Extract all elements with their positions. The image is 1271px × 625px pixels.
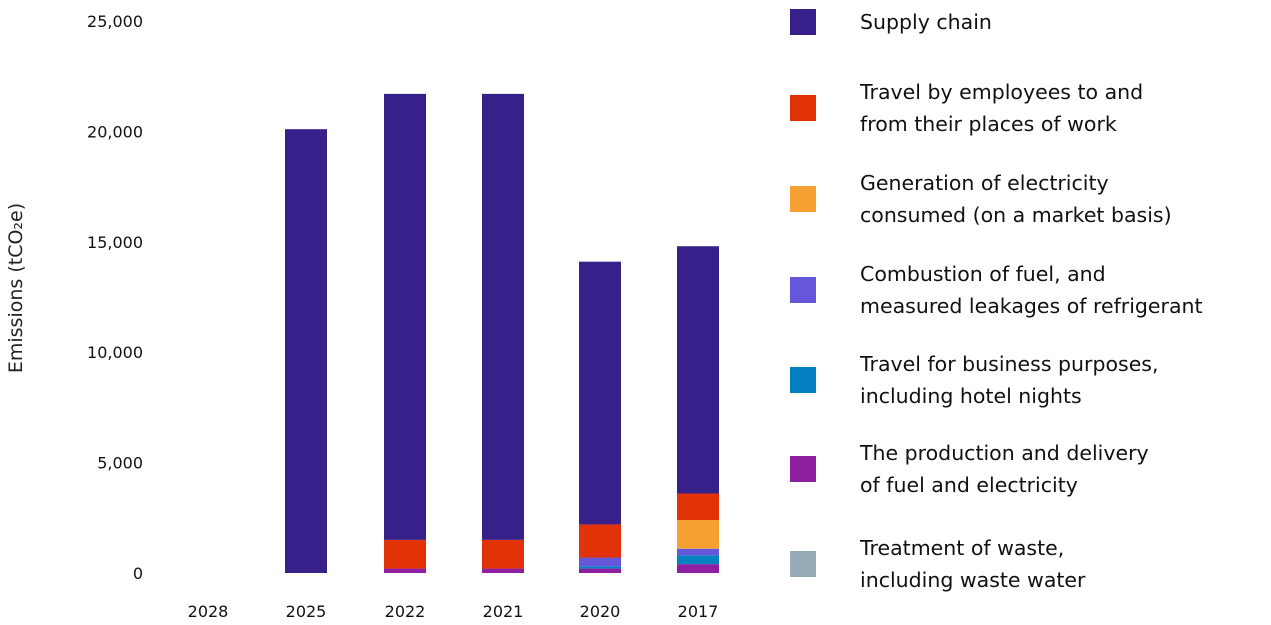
x-tick-label: 2022	[385, 602, 426, 621]
bar-segment	[482, 568, 524, 573]
legend-label: Travel for business purposes, including h…	[860, 348, 1270, 412]
legend-swatch	[790, 95, 816, 121]
legend-label-line: Combustion of fuel, and	[860, 262, 1106, 286]
y-axis: 0 5,000 10,000 15,000 20,000 25,000	[87, 12, 143, 583]
y-tick-label: 5,000	[97, 454, 143, 473]
y-tick-label: 0	[133, 564, 143, 583]
legend-item: Generation of electricity consumed (on a …	[790, 167, 1270, 231]
bar-segment	[384, 93, 426, 540]
legend-label: The production and delivery of fuel and e…	[860, 437, 1270, 501]
legend-label-line: Travel for business purposes,	[860, 352, 1159, 376]
legend-swatch	[790, 186, 816, 212]
legend-label-line: of fuel and electricity	[860, 473, 1078, 497]
bar-segment	[579, 566, 621, 569]
legend-label: Combustion of fuel, and measured leakages…	[860, 258, 1270, 322]
legend-label-line: including hotel nights	[860, 384, 1082, 408]
legend-label: Supply chain	[860, 6, 1270, 38]
legend-item: The production and delivery of fuel and e…	[790, 437, 1270, 501]
bar-segment	[384, 568, 426, 573]
legend-item: Travel by employees to and from their pla…	[790, 76, 1270, 140]
bar-segment	[482, 93, 524, 540]
bar-segment	[677, 520, 719, 549]
bars	[285, 93, 719, 573]
bar-segment	[579, 261, 621, 525]
y-tick-label: 25,000	[87, 12, 143, 31]
legend-label: Generation of electricity consumed (on a …	[860, 167, 1270, 231]
legend-swatch	[790, 456, 816, 482]
legend-label-line: Supply chain	[860, 10, 992, 34]
legend-label-line: including waste water	[860, 568, 1086, 592]
y-tick-label: 20,000	[87, 122, 143, 141]
legend-label-line: from their places of work	[860, 112, 1117, 136]
legend-label-line: Travel by employees to and	[860, 80, 1144, 104]
legend-label-line: Generation of electricity	[860, 171, 1109, 195]
legend-item: Supply chain	[790, 6, 1270, 38]
legend-item: Travel for business purposes, including h…	[790, 348, 1270, 412]
legend-item: Combustion of fuel, and measured leakages…	[790, 258, 1270, 322]
x-tick-label: 2017	[678, 602, 719, 621]
x-tick-label: 2021	[483, 602, 524, 621]
legend-label: Treatment of waste, including waste water	[860, 532, 1270, 596]
legend-label: Travel by employees to and from their pla…	[860, 76, 1270, 140]
legend-label-line: The production and delivery	[860, 441, 1149, 465]
y-tick-label: 15,000	[87, 233, 143, 252]
x-axis: 2028 2025 2022 2021 2020 2017	[188, 602, 719, 621]
legend-item: Treatment of waste, including waste water	[790, 532, 1270, 596]
x-tick-label: 2028	[188, 602, 229, 621]
bar-segment	[677, 555, 719, 565]
legend-swatch	[790, 277, 816, 303]
bar-segment	[579, 557, 621, 567]
x-tick-label: 2020	[580, 602, 621, 621]
bar-segment	[677, 246, 719, 494]
bar-segment	[285, 129, 327, 573]
x-tick-label: 2025	[286, 602, 327, 621]
bar-segment	[677, 548, 719, 556]
legend-swatch	[790, 367, 816, 393]
legend-swatch	[790, 9, 816, 35]
legend-swatch	[790, 551, 816, 577]
y-axis-label: Emissions (tCO₂e)	[5, 203, 27, 373]
legend-label-line: Treatment of waste,	[860, 536, 1065, 560]
y-tick-label: 10,000	[87, 343, 143, 362]
bar-segment	[482, 539, 524, 569]
bar-segment	[677, 493, 719, 521]
bar-segment	[384, 539, 426, 569]
bar-segment	[579, 568, 621, 573]
legend-label-line: consumed (on a market basis)	[860, 203, 1172, 227]
legend-label-line: measured leakages of refrigerant	[860, 294, 1203, 318]
bar-segment	[579, 524, 621, 558]
bar-segment	[677, 564, 719, 573]
